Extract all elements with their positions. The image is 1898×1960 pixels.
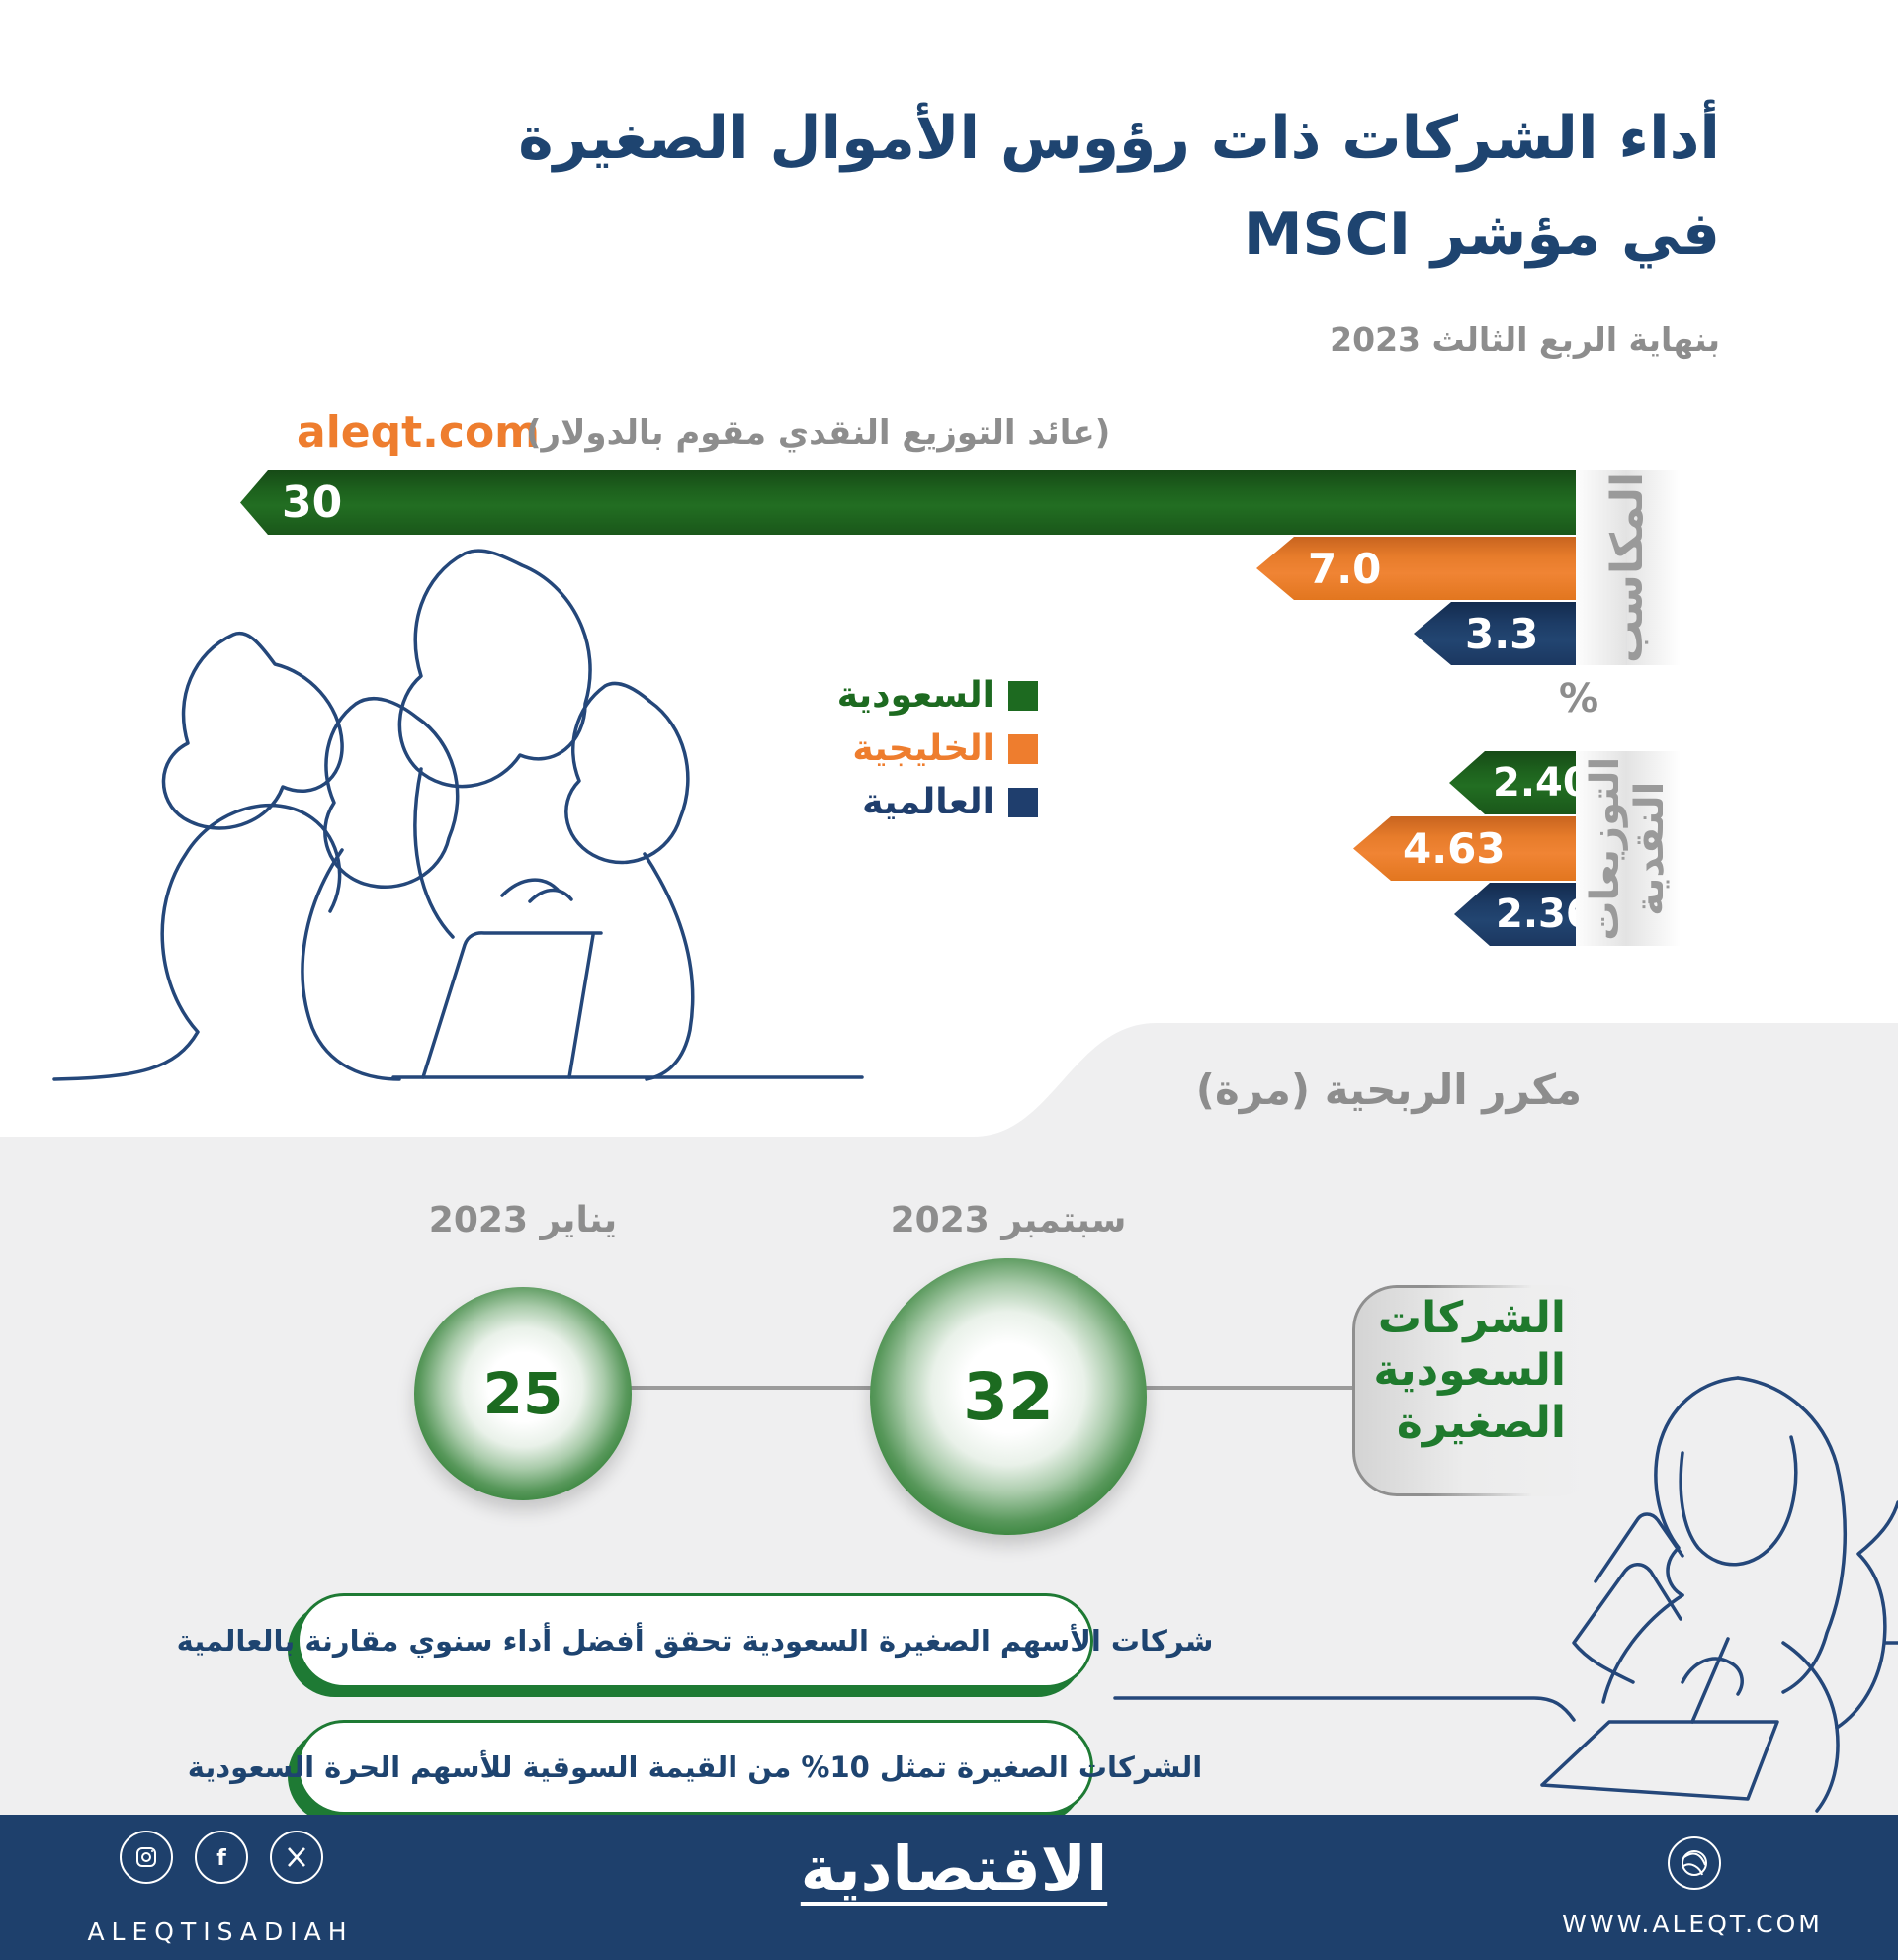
bar-value: 7.0 xyxy=(1308,544,1382,593)
pe-value: 25 xyxy=(482,1360,563,1427)
footer: f ALEQTISADIAH الاقتصادية WWW.ALEQT.COM xyxy=(0,1815,1898,1960)
legend-row-gulf: الخليجية xyxy=(682,728,1038,769)
callout-text: الشركات الصغيرة تمثل 10% من القيمة السوق… xyxy=(187,1750,1203,1784)
unit-label: % xyxy=(1558,676,1599,722)
entity-card: الشركات السعودية الصغيرة xyxy=(1352,1285,1601,1496)
legend-row-global: العالمية xyxy=(682,782,1038,822)
pe-date-september: سبتمبر 2023 xyxy=(890,1200,1127,1240)
page-title-line1: أداء الشركات ذات رؤوس الأموال الصغيرة xyxy=(518,104,1720,173)
brand-link[interactable]: aleqt.com xyxy=(297,407,541,458)
chart-note: (عائد التوزيع النقدي مقوم بالدولار) xyxy=(526,413,1111,453)
bar-value: 30 xyxy=(282,477,343,528)
group-label-gains: المكاسب xyxy=(1602,471,1654,664)
section-background-curve xyxy=(0,1023,1898,1149)
callout-text: شركات الأسهم الصغيرة السعودية تحقق أفضل … xyxy=(176,1624,1214,1658)
bar-gains-gulf: 7.0 xyxy=(1256,537,1627,600)
bar-gains-saudi: 30 xyxy=(240,470,1617,535)
legend-label: الخليجية xyxy=(852,728,994,769)
legend-label: العالمية xyxy=(862,782,994,822)
page-title: أداء الشركات ذات رؤوس الأموال الصغيرة في… xyxy=(336,91,1720,283)
entity-line1: الشركات xyxy=(1377,1293,1566,1343)
entity-card-text: الشركات السعودية الصغيرة xyxy=(1360,1293,1566,1489)
pe-date-january: يناير 2023 xyxy=(428,1200,618,1240)
bar-value: 2.40 xyxy=(1493,760,1591,806)
callout-market-value: الشركات الصغيرة تمثل 10% من القيمة السوق… xyxy=(188,1720,1202,1815)
legend-row-saudi: السعودية xyxy=(682,675,1038,716)
pe-bubble-january: 25 xyxy=(414,1287,632,1500)
footer-url[interactable]: WWW.ALEQT.COM xyxy=(1562,1910,1823,1938)
pe-bubble-september: 32 xyxy=(870,1258,1147,1535)
entity-line3: الصغيرة xyxy=(1396,1397,1566,1448)
svg-text:f: f xyxy=(216,1846,226,1871)
legend-swatch-orange xyxy=(1008,733,1038,764)
globe-icon[interactable] xyxy=(1668,1836,1721,1890)
facebook-icon[interactable]: f xyxy=(195,1831,248,1884)
legend-swatch-green xyxy=(1008,680,1038,711)
group-label-dividends: التوزيعات النقدية xyxy=(1583,756,1674,941)
pe-section-title: مكرر الربحية (مرة) xyxy=(1195,1065,1582,1114)
page-subtitle: بنهاية الربع الثالث 2023 xyxy=(1330,320,1720,359)
instagram-icon[interactable] xyxy=(120,1831,173,1884)
bar-value: 4.63 xyxy=(1403,824,1506,873)
footer-handle: ALEQTISADIAH xyxy=(87,1917,354,1946)
entity-line2: السعودية xyxy=(1373,1344,1566,1396)
bar-value: 3.3 xyxy=(1465,609,1539,658)
pe-value: 32 xyxy=(963,1358,1054,1435)
newspaper-logo: الاقتصادية xyxy=(800,1832,1108,1905)
legend-swatch-navy xyxy=(1008,787,1038,817)
group-label-panel: التوزيعات النقدية xyxy=(1576,751,1681,946)
page-title-line2: في مؤشر MSCI xyxy=(1243,200,1720,270)
legend-label: السعودية xyxy=(836,675,994,716)
group-label-panel: المكاسب xyxy=(1576,470,1681,665)
x-icon[interactable] xyxy=(270,1831,323,1884)
callout-performance: شركات الأسهم الصغيرة السعودية تحقق أفضل … xyxy=(177,1593,1213,1688)
